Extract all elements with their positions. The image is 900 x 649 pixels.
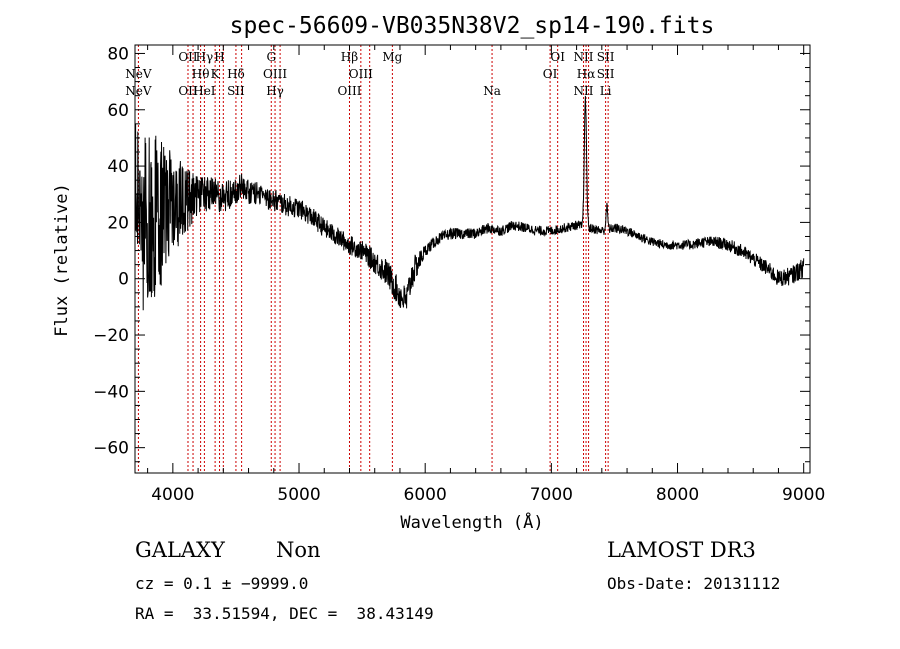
spectral-line-label: NII xyxy=(574,50,594,64)
x-tick-label: 9000 xyxy=(782,485,825,505)
x-tick-label: 7000 xyxy=(530,485,573,505)
spectral-line-label: Hγ xyxy=(266,84,284,98)
spectral-line-label: NeV xyxy=(125,67,152,81)
spectral-line-label: OIII xyxy=(263,67,287,81)
x-axis-label: Wavelength (Å) xyxy=(400,511,543,533)
spectral-line-label: OI xyxy=(550,50,565,64)
y-tick-label: 40 xyxy=(107,157,129,177)
y-tick-label: −60 xyxy=(93,439,129,459)
x-tick-label: 6000 xyxy=(404,485,447,505)
axis-ticks: 4000 5000 6000 7000 8000 9000 −60 −40 −20 0 20 40 60… xyxy=(93,44,825,505)
y-tick-label: 60 xyxy=(107,101,129,121)
survey-name: LAMOST DR3 xyxy=(607,538,756,562)
y-tick-label: 80 xyxy=(107,44,129,64)
object-class: GALAXY xyxy=(135,538,225,562)
x-tick-label: 8000 xyxy=(656,485,699,505)
plot-frame xyxy=(134,44,811,474)
spectral-line-label: OI xyxy=(543,67,558,81)
object-subclass: Non xyxy=(276,538,321,562)
y-tick-label: −20 xyxy=(93,326,129,346)
spectral-line-label: OII xyxy=(178,50,198,64)
spectral-line-label: H xyxy=(214,50,224,64)
spectral-line-label: Hγ xyxy=(196,50,214,64)
coordinates: RA = 33.51594, DEC = 38.43149 xyxy=(135,604,434,623)
spectral-line-label: Hδ xyxy=(227,67,245,81)
spectral-line-label: Hα xyxy=(577,67,596,81)
spectral-line-label: Hθ xyxy=(192,67,210,81)
spectral-line-label: NII xyxy=(574,84,594,98)
spectral-line-label: NeV xyxy=(125,84,152,98)
spectral-line-label: K xyxy=(211,67,221,81)
y-tick-label: −40 xyxy=(93,382,129,402)
spectral-line-label: G xyxy=(266,50,276,64)
spectral-line-label: Mg xyxy=(382,50,402,64)
y-tick-label: 0 xyxy=(118,270,129,290)
spectral-line-label: Li xyxy=(600,84,612,98)
x-tick-label: 4000 xyxy=(151,485,194,505)
x-tick-label: 5000 xyxy=(277,485,320,505)
chart-title: spec-56609-VB035N38V2_sp14-190.fits xyxy=(230,13,715,39)
spectrum-line xyxy=(134,95,805,311)
spectral-line-label: SII xyxy=(597,50,615,64)
spectral-line-label: SII xyxy=(597,67,615,81)
spectral-line-label: HeI xyxy=(193,84,216,98)
redshift-value: cz = 0.1 ± −9999.0 xyxy=(135,574,309,593)
spectral-line-label: Na xyxy=(483,84,501,98)
spectral-line-label: OIII xyxy=(349,67,373,81)
observation-date: Obs-Date: 20131112 xyxy=(607,574,781,593)
spectral-line-label: SII xyxy=(227,84,245,98)
y-axis-label: Flux (relative) xyxy=(52,183,72,337)
spectral-line-label: OIII xyxy=(337,84,361,98)
spectral-line-label: Hβ xyxy=(341,50,358,64)
spectral-line-label: OII xyxy=(178,84,198,98)
y-tick-label: 20 xyxy=(107,213,129,233)
